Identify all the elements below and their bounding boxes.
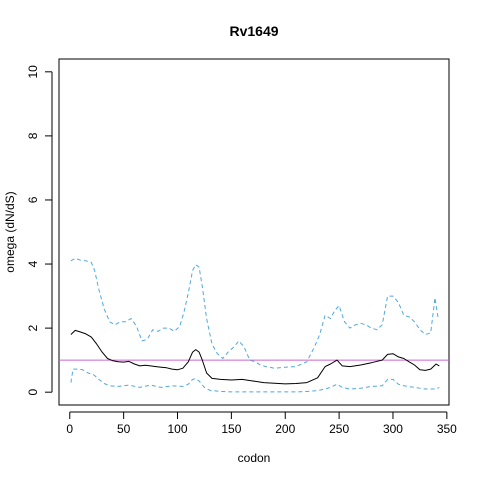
x-tick-label: 100 (167, 422, 187, 436)
y-tick-label: 2 (26, 324, 40, 331)
y-axis-label: omega (dN/dS) (3, 191, 17, 272)
series-upper-bound-line (70, 257, 439, 369)
series-lower-bound-line (70, 368, 440, 393)
chart-title: Rv1649 (229, 23, 278, 39)
x-tick-label: 50 (117, 422, 131, 436)
x-tick-label: 150 (221, 422, 241, 436)
plot-frame (58, 58, 450, 406)
y-tick-label: 4 (26, 260, 40, 267)
y-tick-label: 10 (26, 65, 40, 79)
y-tick-label: 0 (26, 389, 40, 396)
x-tick-label: 0 (66, 422, 73, 436)
x-tick-label: 250 (329, 422, 349, 436)
y-tick-label: 8 (26, 132, 40, 139)
y-axis: 0 2 4 6 8 10 (26, 65, 53, 396)
x-tick-label: 350 (437, 422, 457, 436)
y-tick-label: 6 (26, 196, 40, 203)
x-tick-label: 200 (275, 422, 295, 436)
x-axis: 0 50 100 150 200 250 300 350 (66, 411, 457, 436)
series-layer (70, 257, 440, 393)
x-axis-label: codon (238, 451, 271, 465)
x-tick-label: 300 (383, 422, 403, 436)
series-estimate-line (70, 329, 440, 385)
